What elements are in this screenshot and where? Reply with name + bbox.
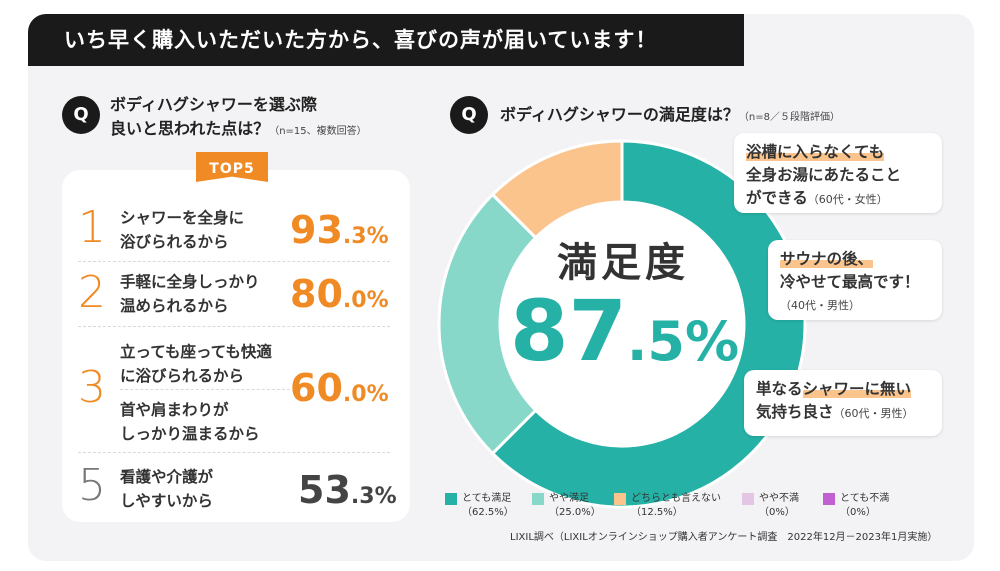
center-value-unit: % — [685, 310, 740, 373]
legend-5-name: とても不満 — [840, 493, 890, 504]
comment-bubble-3: 単なるシャワーに無い 気持ち良さ（60代・男性） — [744, 370, 942, 436]
percent-1-int: 93 — [290, 208, 343, 252]
reason-4: 首や肩まわりが しっかり温まるから — [120, 398, 260, 446]
legend-item-3: どちらとも言えない （12.5%） — [631, 492, 721, 520]
percent-5-unit: % — [374, 484, 397, 509]
legend-swatch-1 — [445, 493, 457, 505]
center-value-dec: .5 — [626, 310, 685, 373]
percent-1-unit: % — [366, 224, 389, 249]
reason-2-line2: 温められるから — [120, 297, 229, 315]
comment-3-prefix: 単なる — [756, 380, 803, 398]
donut-center-value: 87.5% — [510, 282, 739, 380]
legend-1-value: （62.5%） — [462, 507, 514, 518]
left-question-note: （n=15、複数回答） — [269, 126, 367, 137]
legend-item-1: とても満足 （62.5%） — [462, 492, 514, 520]
reason-1-line1: シャワーを全身に — [120, 209, 245, 227]
reason-3-line2: に浴びられるから — [120, 367, 245, 385]
percent-1-dec: .3 — [342, 224, 367, 249]
percent-3: 60.0% — [290, 366, 389, 410]
reason-4-line1: 首や肩まわりが — [120, 401, 229, 419]
reason-2: 手軽に全身しっかり 温められるから — [120, 270, 260, 318]
rank-5: 5 — [78, 460, 106, 511]
reason-4-line2: しっかり温まるから — [120, 425, 260, 443]
row-divider — [78, 326, 390, 327]
percent-2-unit: % — [366, 288, 389, 313]
donut-center-label: 満足度 — [557, 240, 689, 286]
comment-1-highlight: 浴槽に入らなくても — [746, 143, 885, 161]
top5-badge: TOP5 — [196, 152, 268, 182]
legend-2-name: やや満足 — [549, 493, 589, 504]
legend-item-2: やや満足 （25.0%） — [549, 492, 601, 520]
right-title-text: ボディハグシャワーの満足度は？ — [500, 105, 739, 124]
reason-3: 立っても座っても快適 に浴びられるから — [120, 340, 272, 388]
left-question-title: ボディハグシャワーを選ぶ際 良いと思われた点は？（n=15、複数回答） — [110, 93, 367, 144]
legend-swatch-2 — [532, 493, 544, 505]
percent-3-dec: .0 — [342, 382, 367, 407]
rank-1: 1 — [78, 202, 106, 253]
donut-slice-2 — [437, 192, 538, 456]
legend-item-4: やや不満 （0%） — [759, 492, 799, 520]
reason-2-line1: 手軽に全身しっかり — [120, 273, 260, 291]
donut-slice-3 — [490, 139, 624, 240]
legend-swatch-5 — [823, 493, 835, 505]
reason-3-line1: 立っても座っても快適 — [120, 343, 272, 361]
legend-5-value: （0%） — [840, 507, 876, 518]
rank-3: 3 — [78, 362, 106, 413]
legend-2-value: （25.0%） — [549, 507, 601, 518]
legend-3-name: どちらとも言えない — [631, 493, 721, 504]
comment-3-highlight: シャワーに無い — [802, 380, 912, 398]
comment-3-author: （60代・男性） — [833, 407, 914, 420]
comment-2-author: （40代・男性） — [780, 299, 860, 312]
left-title-line2-text: 良いと思われた点は？ — [110, 119, 270, 138]
reason-1-line2: 浴びられるから — [120, 233, 229, 251]
row-divider — [78, 261, 390, 262]
legend-item-5: とても不満 （0%） — [840, 492, 889, 520]
legend-4-value: （0%） — [759, 507, 795, 518]
reason-5-line1: 看護や介護が — [120, 468, 214, 486]
percent-5-int: 53 — [298, 468, 351, 512]
comment-2-line2: 冷やせて最高です！ — [780, 273, 920, 291]
reason-1: シャワーを全身に 浴びられるから — [120, 206, 244, 254]
legend-3-value: （12.5%） — [631, 507, 683, 518]
reason-5-line2: しやすいから — [120, 492, 213, 510]
comment-1-author: （60代・女性） — [807, 193, 888, 206]
center-value-int: 87 — [510, 282, 627, 380]
percent-1: 93.3% — [290, 208, 389, 252]
comment-bubble-2: サウナの後、 冷やせて最高です！ （40代・男性） — [768, 240, 942, 320]
left-title-line2: 良いと思われた点は？（n=15、複数回答） — [110, 117, 367, 144]
comment-1-line3: ができる — [746, 189, 808, 207]
right-question-note: （n=8／５段階評価） — [738, 112, 840, 123]
q-icon-right: Q — [450, 96, 488, 134]
percent-2-dec: .0 — [342, 288, 367, 313]
page-banner: いち早く購入いただいた方から、喜びの声が届いています！ — [28, 14, 744, 66]
row-divider — [120, 389, 290, 390]
percent-5-dec: .3 — [350, 484, 375, 509]
percent-5: 53.3% — [298, 468, 397, 512]
percent-3-unit: % — [366, 382, 389, 407]
q-icon-left: Q — [62, 96, 100, 134]
donut-hole — [501, 203, 743, 445]
legend-1-name: とても満足 — [462, 493, 512, 504]
legend-swatch-4 — [742, 493, 754, 505]
rank-2: 2 — [78, 267, 106, 318]
reason-5: 看護や介護が しやすいから — [120, 465, 213, 513]
percent-2-int: 80 — [290, 272, 343, 316]
comment-1-line2: 全身お湯にあたること — [746, 166, 902, 184]
comment-bubble-1: 浴槽に入らなくても 全身お湯にあたること ができる（60代・女性） — [734, 133, 942, 213]
percent-3-int: 60 — [290, 366, 343, 410]
percent-2: 80.0% — [290, 272, 389, 316]
legend-4-name: やや不満 — [759, 493, 799, 504]
comment-2-highlight: サウナの後、 — [780, 250, 874, 268]
left-title-line1: ボディハグシャワーを選ぶ際 — [110, 95, 317, 114]
comment-3-line2: 気持ち良さ — [756, 403, 834, 421]
row-divider — [78, 452, 390, 453]
legend-swatch-3 — [614, 493, 626, 505]
top5-list-panel — [62, 170, 410, 522]
right-question-title: ボディハグシャワーの満足度は？（n=8／５段階評価） — [500, 103, 840, 130]
source-note: LIXIL調べ（LIXILオンラインショップ購入者アンケート調査 2022年12… — [510, 532, 938, 543]
